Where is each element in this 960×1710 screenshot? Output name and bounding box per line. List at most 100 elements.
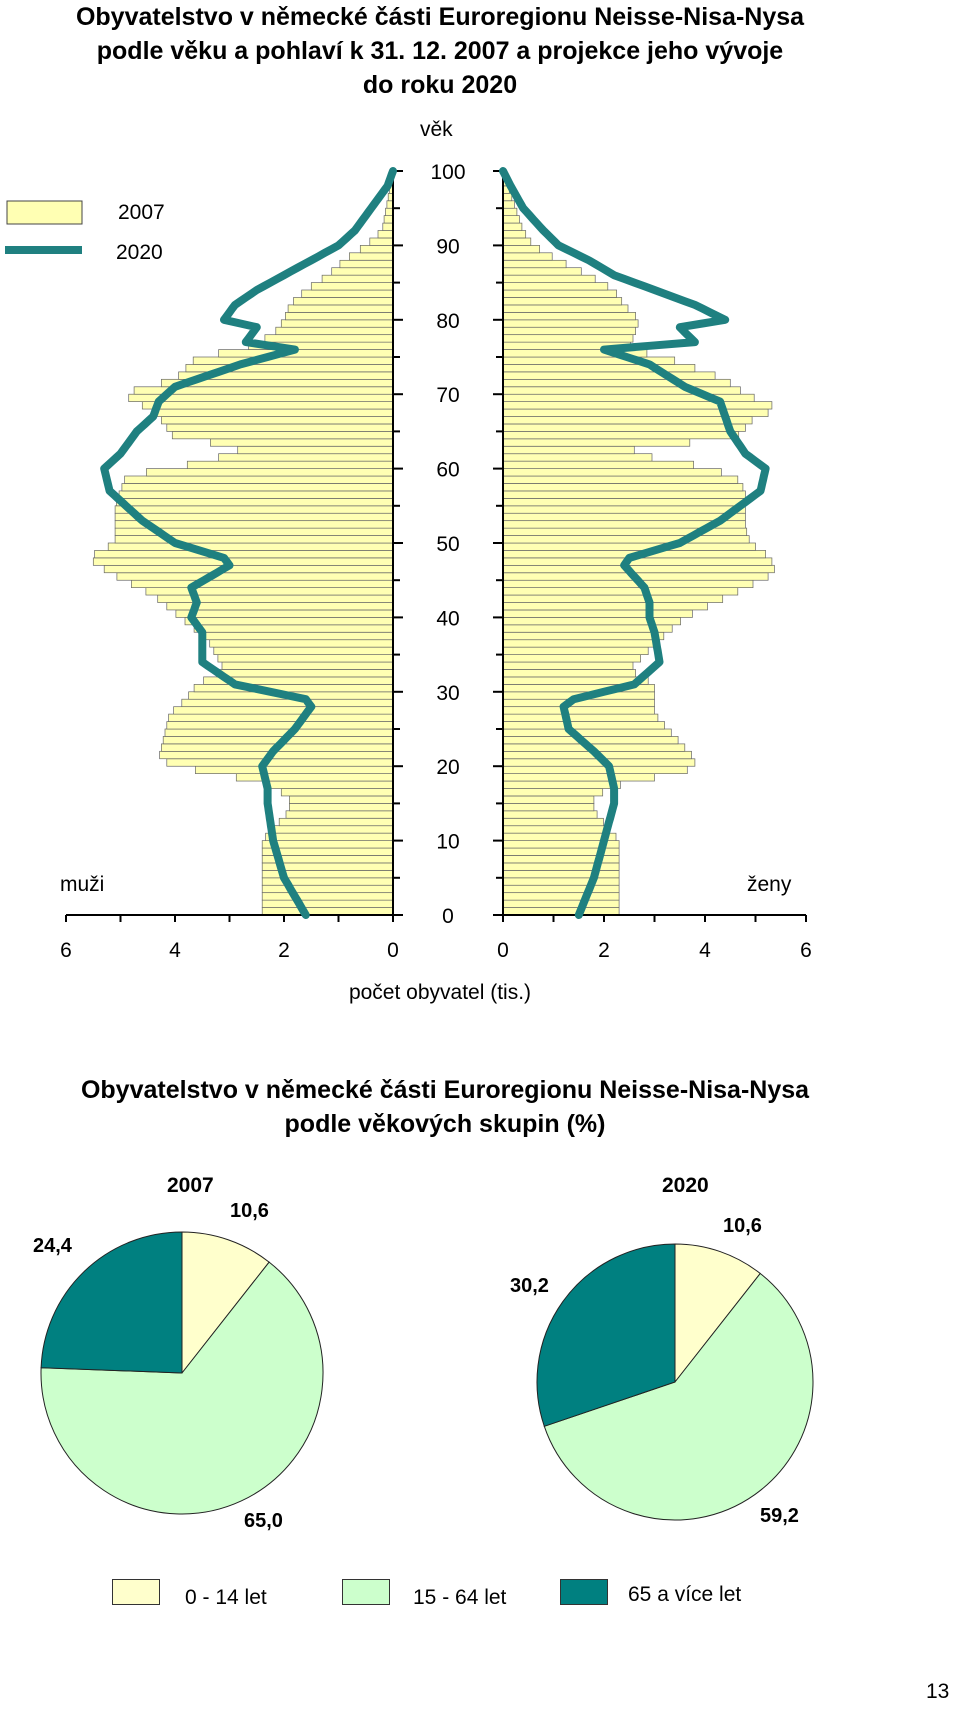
women-bar-age-65 xyxy=(502,423,746,432)
age-tick-label-80: 80 xyxy=(436,310,459,333)
men-bar-age-68 xyxy=(141,401,394,410)
men-bar-age-64 xyxy=(171,431,394,440)
pie-2020-slice-0-14 xyxy=(674,1243,761,1384)
men-bar-age-49 xyxy=(107,542,394,551)
women-bar-age-93 xyxy=(502,215,520,224)
men-bar-age-2 xyxy=(261,892,394,901)
women-bar-age-50 xyxy=(502,535,750,544)
women-bar-age-84 xyxy=(502,282,609,291)
men-bar-age-88 xyxy=(349,252,394,261)
pie-2020-slice-65plus xyxy=(536,1243,676,1427)
women-bar-age-12 xyxy=(502,817,604,827)
men-bar-age-79 xyxy=(280,319,394,328)
women-bar-age-46 xyxy=(502,564,775,574)
men-bar-age-34 xyxy=(217,654,394,663)
men-bar-age-63 xyxy=(210,438,394,447)
women-bar-age-19 xyxy=(502,765,688,774)
men-bar-age-78 xyxy=(275,326,394,335)
men-2020-line xyxy=(100,167,397,919)
men-bar-age-41 xyxy=(166,602,394,611)
men-bar-age-10 xyxy=(265,832,394,841)
women-bar-age-3 xyxy=(502,884,620,893)
men-bar-age-16 xyxy=(280,788,394,797)
pyramid-axes xyxy=(65,170,807,922)
women-bar-age-4 xyxy=(502,877,620,886)
men-bar-age-1 xyxy=(261,899,394,908)
men-bar-age-39 xyxy=(184,617,394,626)
men-bar-age-94 xyxy=(385,207,394,216)
legend-label-0-14: 0 - 14 let xyxy=(185,1586,267,1609)
men-bar-age-67 xyxy=(152,408,394,417)
pie-2020-slice-15-64 xyxy=(543,1272,814,1521)
men-bar-age-19 xyxy=(195,765,394,774)
men-bar-age-50 xyxy=(114,535,394,544)
pyramid-legend: 2007 2020 xyxy=(5,200,165,264)
men-bar-age-60 xyxy=(186,460,394,469)
women-x-tick-label-2: 2 xyxy=(598,939,610,962)
women-bar-age-1 xyxy=(502,899,620,908)
men-bar-age-17 xyxy=(264,780,394,789)
men-label: muži xyxy=(60,873,105,896)
men-bar-age-8 xyxy=(261,847,394,856)
women-bar-age-2 xyxy=(502,892,620,901)
pyramid-title-line-1: Obyvatelstvo v německé části Euroregionu… xyxy=(75,3,805,31)
men-bar-age-77 xyxy=(264,334,394,343)
women-bar-age-81 xyxy=(502,304,629,313)
men-bar-age-13 xyxy=(285,810,394,819)
women-bar-age-24 xyxy=(502,728,672,737)
women-bar-age-55 xyxy=(502,498,746,507)
pie-2007-year: 2007 xyxy=(167,1174,214,1197)
women-bar-age-54 xyxy=(502,505,746,514)
women-bar-age-68 xyxy=(502,401,773,410)
women-bar-age-37 xyxy=(502,631,665,641)
age-tick-label-10: 10 xyxy=(436,831,459,854)
women-bar-age-58 xyxy=(502,475,739,484)
age-tick-label-90: 90 xyxy=(436,235,459,258)
women-bar-age-59 xyxy=(502,468,722,477)
women-bar-age-53 xyxy=(502,512,746,521)
women-bar-age-89 xyxy=(502,245,540,254)
men-bar-age-80 xyxy=(285,312,394,321)
legend-label-65plus: 65 a více let xyxy=(628,1583,742,1606)
women-bar-age-78 xyxy=(502,326,636,335)
women-label: ženy xyxy=(747,873,792,896)
pie-2007 xyxy=(40,1231,324,1515)
men-bar-age-83 xyxy=(301,289,394,298)
pie-2007-label-15-64: 65,0 xyxy=(244,1510,283,1532)
men-x-tick-label-0: 0 xyxy=(387,939,399,962)
women-bar-age-0 xyxy=(502,907,620,916)
women-bar-age-10 xyxy=(502,832,617,841)
men-bar-age-75 xyxy=(218,349,394,358)
men-bar-age-82 xyxy=(293,297,394,306)
age-tick-label-0: 0 xyxy=(442,905,454,928)
women-bar-age-16 xyxy=(502,788,604,797)
women-bar-age-96 xyxy=(502,192,513,202)
men-bar-age-46 xyxy=(103,564,394,574)
women-bar-age-80 xyxy=(502,312,636,321)
women-bar-age-90 xyxy=(502,237,532,246)
men-bar-age-74 xyxy=(192,356,394,365)
women-bar-age-49 xyxy=(502,542,756,551)
men-x-tick-label-6: 6 xyxy=(60,939,72,962)
men-bar-age-55 xyxy=(116,498,394,507)
men-bar-age-57 xyxy=(121,483,394,492)
pie-2020-label-65plus: 30,2 xyxy=(510,1275,549,1297)
men-bar-age-40 xyxy=(175,609,394,618)
men-2007-bars xyxy=(92,170,394,916)
pie-2020-year: 2020 xyxy=(662,1174,709,1197)
pie-charts xyxy=(40,1231,814,1521)
women-bar-age-18 xyxy=(502,773,655,782)
women-bar-age-17 xyxy=(502,780,621,789)
men-bar-age-20 xyxy=(166,758,394,767)
men-bar-age-65 xyxy=(166,423,394,432)
men-bar-age-54 xyxy=(114,505,394,514)
women-bar-age-43 xyxy=(502,587,739,596)
women-bar-age-56 xyxy=(502,490,746,499)
women-bar-age-26 xyxy=(502,713,659,722)
age-tick-label-40: 40 xyxy=(436,607,459,630)
pie-title-line-2: podle věkových skupin (%) xyxy=(284,1110,606,1138)
men-bar-age-81 xyxy=(287,304,394,313)
age-tick-label-50: 50 xyxy=(436,533,459,556)
